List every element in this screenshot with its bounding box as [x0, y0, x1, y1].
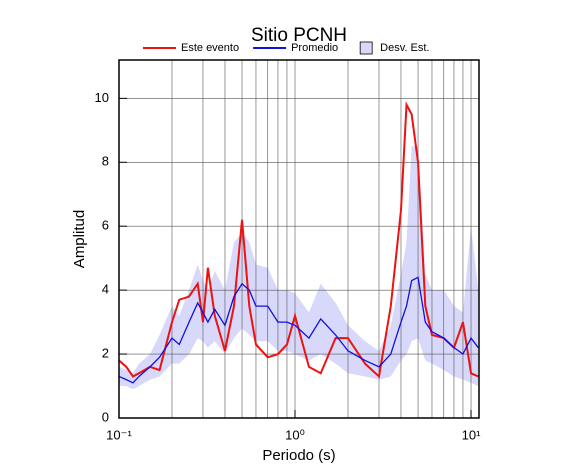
legend-label: Promedio	[291, 42, 338, 54]
y-tick-label: 2	[102, 346, 109, 361]
y-tick-label: 4	[102, 282, 109, 297]
y-axis-label: Amplitud	[71, 210, 88, 268]
series-line	[118, 101, 479, 379]
legend-label: Este evento	[181, 42, 239, 54]
y-tick-label: 0	[102, 409, 109, 424]
x-tick-label: 10⁻¹	[106, 427, 132, 442]
y-tick-label: 6	[102, 218, 109, 233]
plot-frame	[118, 59, 480, 419]
legend-label: Desv. Est.	[380, 42, 429, 54]
x-axis-label: Periodo (s)	[262, 447, 335, 464]
legend-swatch	[359, 41, 373, 55]
x-tick-label: 10¹	[462, 427, 481, 442]
series-line	[118, 276, 479, 384]
std-band	[119, 146, 479, 390]
chart-title: Sitio PCNH	[251, 25, 347, 46]
y-tick-label: 10	[95, 90, 109, 105]
x-tick-label: 10⁰	[285, 427, 305, 442]
y-tick-label: 8	[102, 154, 109, 169]
